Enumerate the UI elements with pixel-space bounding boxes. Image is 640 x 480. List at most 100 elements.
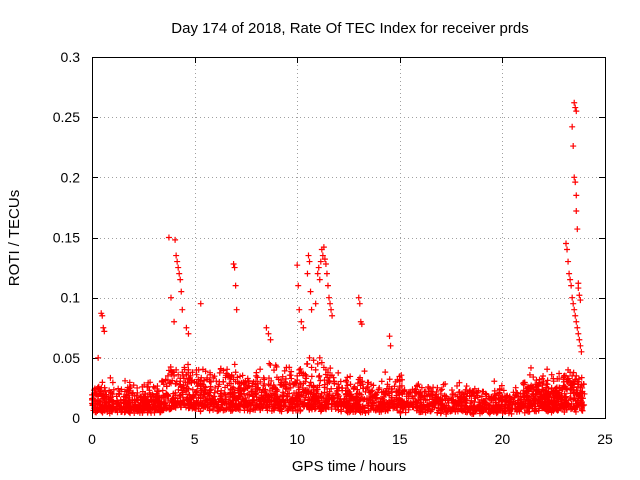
data-point [540,372,547,379]
y-axis-label: ROTI / TECUs [6,190,23,286]
data-point [452,408,459,415]
data-point [122,404,129,411]
data-point [202,397,209,404]
data-point [280,391,287,398]
data-point [283,393,290,400]
data-point [498,382,505,389]
data-point [520,380,527,387]
data-point [151,405,158,412]
data-point [221,390,228,397]
x-tick-label: 5 [191,431,199,447]
data-point [177,404,184,411]
data-point [102,388,109,395]
data-point [172,236,179,243]
data-point [181,364,188,371]
data-point [549,399,556,406]
x-axis-label: GPS time / hours [292,458,406,475]
data-point [163,391,170,398]
data-point [380,388,387,395]
data-point [168,294,175,301]
data-point [173,366,180,373]
data-point [302,371,309,378]
data-point [512,401,519,408]
data-point [100,324,107,331]
data-point [310,357,317,364]
data-point [364,379,371,386]
data-points [89,99,588,418]
data-point [166,378,173,385]
data-point [282,375,289,382]
data-point [203,376,210,383]
data-point [308,364,315,371]
data-point [239,372,246,379]
data-point [167,363,174,370]
y-tick-label: 0.3 [61,49,81,65]
data-point [306,258,313,265]
data-point [556,404,563,411]
data-point [317,258,324,265]
data-point [458,394,465,401]
data-point [93,400,100,407]
data-point [231,395,238,402]
data-point [526,371,533,378]
data-point [512,400,519,407]
data-point [536,388,543,395]
data-point [413,398,420,405]
data-point [220,378,227,385]
data-point [458,405,465,412]
data-point [241,386,248,393]
data-point [168,405,175,412]
data-point [216,381,223,388]
data-point [323,270,330,277]
x-tick-label: 15 [392,431,408,447]
data-point [572,179,579,186]
data-point [336,393,343,400]
data-point [95,393,102,400]
data-point [171,372,178,379]
data-point [315,264,322,271]
data-point [234,378,241,385]
data-point [313,388,320,395]
data-point [462,386,469,393]
data-point [187,372,194,379]
data-point [146,387,153,394]
data-point [215,398,222,405]
data-point [462,395,469,402]
data-point [159,387,166,394]
chart-title: Day 174 of 2018, Rate Of TEC Index for r… [171,20,528,37]
data-point [384,381,391,388]
data-point [363,384,370,391]
data-point [347,407,354,414]
data-point [314,270,321,277]
data-point [491,378,498,385]
data-point [300,324,307,331]
data-point [400,388,407,395]
data-point [571,99,578,106]
data-point [447,405,454,412]
data-point [573,192,580,199]
data-point [307,379,314,386]
data-point [567,390,574,397]
data-point [407,389,414,396]
data-point [490,408,497,415]
data-point [139,383,146,390]
data-point [163,405,170,412]
data-point [304,360,311,367]
data-point [512,384,519,391]
data-point [386,401,393,408]
data-point [532,390,539,397]
data-point [253,372,260,379]
data-point [136,403,143,410]
data-point [567,276,574,283]
data-point [343,378,350,385]
data-point [244,401,251,408]
data-point [316,372,323,379]
data-point [575,330,582,337]
data-point [431,400,438,407]
data-point [443,411,450,418]
x-tick-label: 20 [495,431,511,447]
data-point [441,403,448,410]
data-point [320,244,327,251]
data-point [164,372,171,379]
data-point [268,377,275,384]
